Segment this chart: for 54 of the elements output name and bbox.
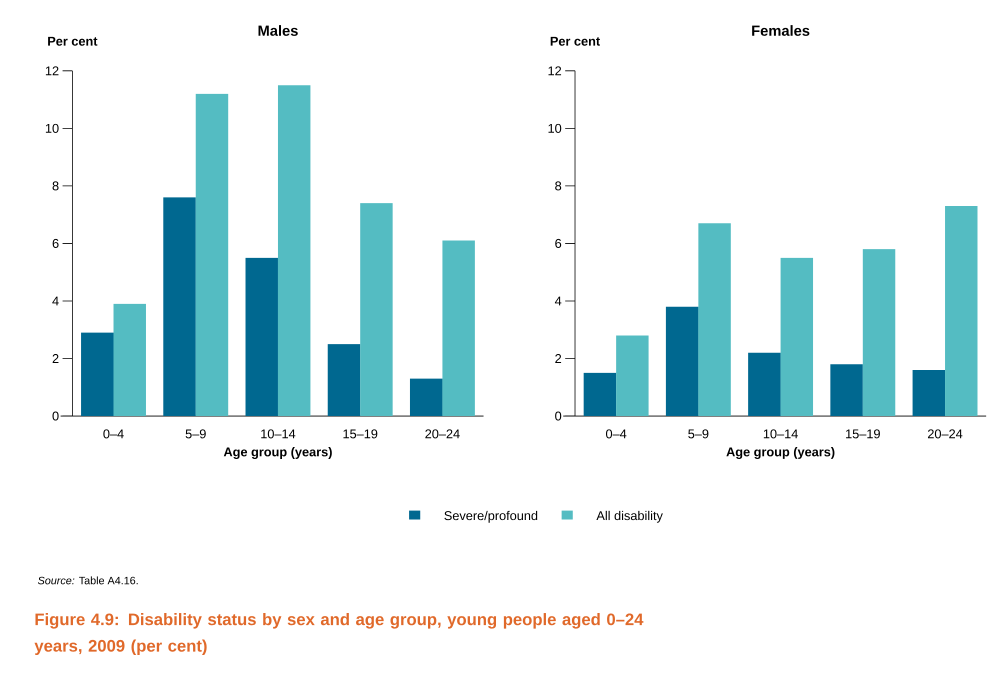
bar xyxy=(748,352,781,416)
bar xyxy=(945,206,978,416)
y-tick-label: 0 xyxy=(52,411,59,420)
y-tick-label: 10 xyxy=(548,124,562,133)
bar xyxy=(81,332,114,416)
text: Source: Table A4.16. xyxy=(38,576,138,584)
y-tick-label: 4 xyxy=(554,296,562,306)
bar xyxy=(862,248,896,416)
x-tick-label: 15–19 xyxy=(343,429,378,438)
bar xyxy=(328,344,360,416)
y-tick-label: 0 xyxy=(555,411,562,420)
y-tick-label: 8 xyxy=(555,181,562,190)
y-tick-label: 10 xyxy=(46,124,59,133)
y-tick-label: 4 xyxy=(52,296,59,306)
bar xyxy=(830,364,863,416)
bar xyxy=(163,197,196,416)
y-tick-label: 12 xyxy=(46,66,58,76)
bar xyxy=(442,240,475,416)
y-tick-label: 8 xyxy=(52,181,59,190)
y-axis-title: Per cent xyxy=(550,36,600,46)
y-tick-label: 2 xyxy=(52,354,58,363)
x-tick-label: 0–4 xyxy=(606,429,626,438)
bar xyxy=(584,372,616,416)
chart-title: Males xyxy=(258,24,298,36)
x-tick-label: 5–9 xyxy=(186,429,206,438)
caption: Figure 4.9: Disability status by sex and age group, young people aged 0–24 years, 2009 (per cent) xyxy=(34,612,644,655)
x-axis-title: Age group (years) xyxy=(726,446,834,459)
bar xyxy=(360,202,393,416)
bar xyxy=(196,94,228,416)
y-axis-title: Per cent xyxy=(48,36,98,46)
bar xyxy=(912,370,946,416)
chart-title: Females xyxy=(752,24,810,36)
bar xyxy=(616,335,649,416)
y-tick-label: 6 xyxy=(52,238,59,248)
x-tick-label: 5–9 xyxy=(688,429,708,438)
legend-label: Severe/profound xyxy=(444,510,538,522)
bar xyxy=(666,306,698,416)
bar xyxy=(780,258,814,416)
legend-label: All disability xyxy=(596,510,663,522)
bar xyxy=(114,304,146,416)
bar xyxy=(278,84,310,416)
x-tick-label: 10–14 xyxy=(764,429,798,438)
bar xyxy=(246,258,278,416)
y-tick-label: 2 xyxy=(555,354,562,363)
x-axis-title: Age group (years) xyxy=(224,446,332,459)
x-tick-label: 20–24 xyxy=(928,429,962,438)
bar xyxy=(410,378,442,416)
x-tick-label: 10–14 xyxy=(261,429,296,438)
x-tick-label: 0–4 xyxy=(103,429,124,438)
bar xyxy=(698,223,731,416)
y-tick-label: 6 xyxy=(555,238,562,248)
x-tick-label: 20–24 xyxy=(425,429,460,438)
y-tick-label: 12 xyxy=(548,66,562,76)
x-tick-label: 15–19 xyxy=(846,429,880,438)
